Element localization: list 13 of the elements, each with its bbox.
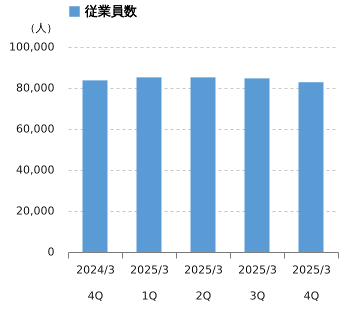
legend-label: 従業員数 xyxy=(84,4,138,20)
x-tick-label: 2025/3 3Q xyxy=(238,264,277,302)
x-tick-label: 2024/3 4Q xyxy=(76,264,115,302)
y-tick-label: 100,000 xyxy=(9,40,54,54)
y-tick-label: 20,000 xyxy=(16,204,54,218)
x-tick-label: 2025/3 1Q xyxy=(130,264,169,302)
x-tick-label: 2025/3 4Q xyxy=(292,264,331,302)
y-axis-title: （人） xyxy=(24,22,58,34)
x-tick-label: 2025/3 2Q xyxy=(184,264,223,302)
y-tick-label: 60,000 xyxy=(16,122,54,136)
y-tick-label: 80,000 xyxy=(16,82,54,94)
y-tick-label: 0 xyxy=(48,246,54,258)
y-tick-label: 40,000 xyxy=(16,164,54,176)
